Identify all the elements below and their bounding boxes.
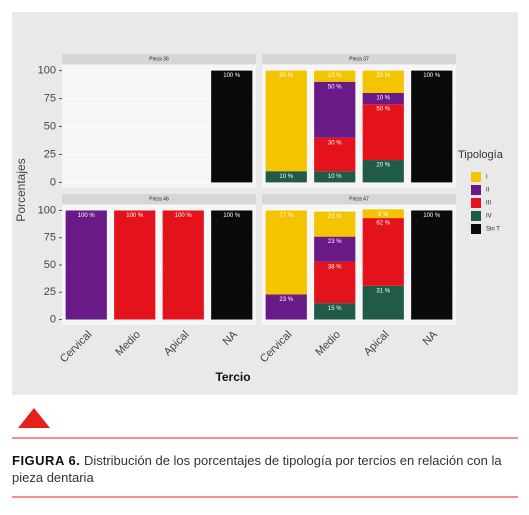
y-tick-label: 0 bbox=[50, 176, 56, 188]
legend-label: I bbox=[486, 175, 488, 181]
data-label: 100 % bbox=[423, 73, 441, 79]
bar-segment bbox=[65, 210, 107, 320]
bar-segment bbox=[314, 236, 356, 262]
facet-strip bbox=[262, 194, 456, 204]
facet-strip bbox=[62, 54, 256, 64]
bar-segment bbox=[211, 210, 253, 320]
bar-segment bbox=[362, 92, 404, 105]
data-label: 31 % bbox=[376, 288, 390, 294]
bar-segment bbox=[362, 70, 404, 93]
decor-triangle bbox=[18, 408, 50, 428]
data-label: 10 % bbox=[328, 73, 342, 79]
legend-key bbox=[471, 211, 481, 221]
legend-label: Sin T bbox=[486, 227, 500, 233]
bar-segment bbox=[314, 261, 356, 304]
data-label: 10 % bbox=[328, 174, 342, 180]
data-label: 100 % bbox=[223, 73, 241, 79]
data-label: 77 % bbox=[279, 213, 293, 219]
bar-segment bbox=[162, 210, 204, 320]
bar-segment bbox=[362, 218, 404, 286]
y-tick-label: 100 bbox=[38, 64, 56, 76]
bar-segment bbox=[314, 303, 356, 320]
y-tick-label: 0 bbox=[50, 313, 56, 325]
y-tick-label: 25 bbox=[44, 148, 56, 160]
data-label: 8 % bbox=[378, 212, 389, 218]
facet-title: Pieza 46 bbox=[149, 196, 169, 202]
bar-segment bbox=[265, 171, 307, 183]
y-tick-label: 50 bbox=[44, 120, 56, 132]
legend-label: IV bbox=[486, 214, 492, 220]
bar-segment bbox=[314, 171, 356, 183]
data-label: 20 % bbox=[376, 163, 390, 169]
bar-segment bbox=[265, 294, 307, 320]
caption-text: Distribución de los porcentajes de tipol… bbox=[12, 453, 502, 485]
data-label: 62 % bbox=[376, 221, 390, 227]
data-label: 20 % bbox=[376, 73, 390, 79]
data-label: 100 % bbox=[126, 213, 144, 219]
data-label: 50 % bbox=[376, 107, 390, 113]
legend-title: Tipología bbox=[458, 149, 504, 161]
data-label: 90 % bbox=[279, 73, 293, 79]
bar-segment bbox=[411, 210, 453, 320]
facet-title: Pieza 37 bbox=[349, 56, 369, 62]
data-label: 23 % bbox=[328, 239, 342, 245]
data-label: 38 % bbox=[328, 264, 342, 270]
legend-label: II bbox=[486, 188, 490, 194]
data-label: 23 % bbox=[328, 214, 342, 220]
x-axis-title: Tercio bbox=[215, 370, 250, 384]
bar-segment bbox=[314, 81, 356, 138]
data-label: 50 % bbox=[328, 84, 342, 90]
legend-key bbox=[471, 224, 481, 234]
facet-strip bbox=[62, 194, 256, 204]
facet-strip bbox=[262, 54, 456, 64]
legend-key bbox=[471, 172, 481, 182]
data-label: 100 % bbox=[175, 213, 193, 219]
bar-segment bbox=[314, 211, 356, 237]
facet-title: Pieza 36 bbox=[149, 56, 169, 62]
bar-segment bbox=[362, 209, 404, 219]
data-label: 30 % bbox=[328, 140, 342, 146]
data-label: 100 % bbox=[423, 213, 441, 219]
y-tick-label: 25 bbox=[44, 286, 56, 298]
bar-segment bbox=[314, 70, 356, 82]
bar-segment bbox=[411, 70, 453, 183]
y-axis-title: Porcentajes bbox=[14, 158, 28, 221]
y-tick-label: 50 bbox=[44, 259, 56, 271]
bar-segment bbox=[314, 137, 356, 172]
data-label: 23 % bbox=[279, 297, 293, 303]
data-label: 100 % bbox=[223, 213, 241, 219]
legend-label: III bbox=[486, 201, 491, 207]
legend-key bbox=[471, 198, 481, 208]
data-label: 15 % bbox=[328, 306, 342, 312]
data-label: 100 % bbox=[78, 213, 96, 219]
bar-segment bbox=[265, 210, 307, 295]
y-tick-label: 75 bbox=[44, 92, 56, 104]
facet-title: Pieza 47 bbox=[349, 196, 369, 202]
legend-key bbox=[471, 185, 481, 195]
bar-segment bbox=[211, 70, 253, 183]
bar-segment bbox=[362, 104, 404, 161]
figure-label: FIGURA 6. bbox=[12, 453, 81, 468]
bar-segment bbox=[362, 160, 404, 183]
figure-caption: FIGURA 6. Distribución de los porcentaje… bbox=[12, 452, 517, 486]
y-tick-label: 100 bbox=[38, 204, 56, 216]
y-tick-label: 75 bbox=[44, 232, 56, 244]
bar-segment bbox=[265, 70, 307, 172]
bar-segment bbox=[362, 285, 404, 320]
data-label: 10 % bbox=[376, 96, 390, 102]
data-label: 10 % bbox=[279, 174, 293, 180]
bar-segment bbox=[114, 210, 156, 320]
